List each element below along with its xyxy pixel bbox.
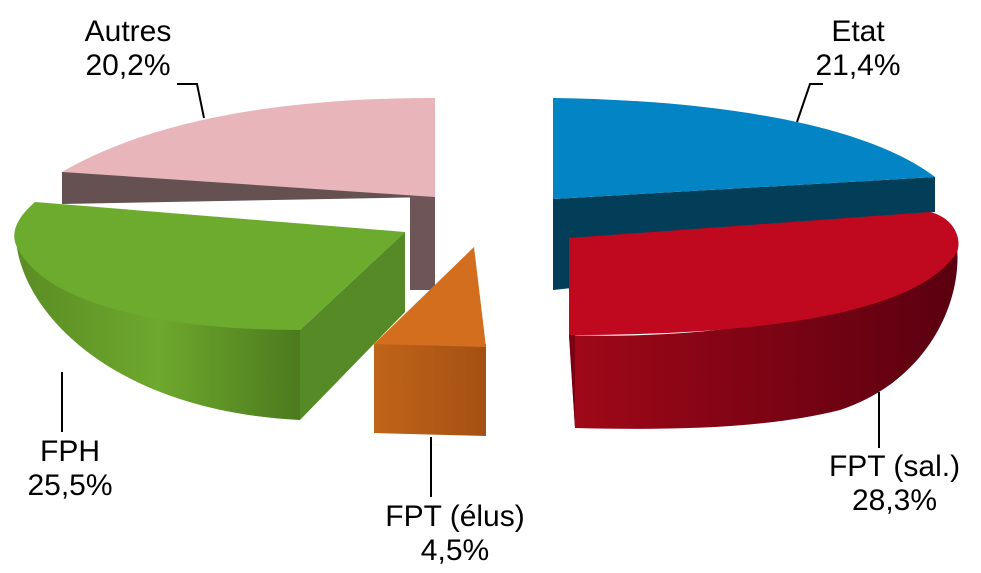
label-autres-value: 20,2% [85,49,171,82]
leader-autres [177,83,205,119]
label-fph: FPH 25,5% [20,435,120,503]
slice-fpt-sal-top [569,212,959,335]
slice-fpt-sal-side [569,247,958,429]
slice-etat-top [553,98,935,199]
slice-fph-cut [300,232,405,420]
slice-fpt-elus-side [374,344,486,436]
leader-etat [796,83,823,123]
slice-autres-side-inner [410,168,435,290]
slice-fpt-elus-top [374,247,486,347]
slice-autres [62,98,435,290]
label-fpt-elus-name: FPT (élus) [385,500,525,533]
label-fph-name: FPH [40,435,100,468]
label-fpt-sal-name: FPT (sal.) [828,450,961,483]
label-fpt-sal: FPT (sal.) 28,3% [812,450,977,518]
leader-lines [61,83,880,497]
label-fpt-elus-value: 4,5% [420,534,490,567]
slice-autres-top [62,98,435,197]
label-fpt-elus: FPT (élus) 4,5% [360,500,550,568]
label-autres-name: Autres [84,15,172,48]
label-etat-value: 21,4% [815,49,901,82]
slice-fpt-sal [569,212,959,429]
slice-fph-top [14,202,406,330]
label-etat-name: Etat [831,15,885,48]
slice-etat [553,98,935,290]
slice-fpt-elus [374,247,486,436]
label-fph-value: 25,5% [27,469,113,502]
label-etat: Etat 21,4% [798,15,918,83]
label-fpt-sal-value: 28,3% [851,484,938,517]
slice-fph [14,202,406,420]
slice-etat-side [553,177,935,290]
label-autres: Autres 20,2% [72,15,184,83]
